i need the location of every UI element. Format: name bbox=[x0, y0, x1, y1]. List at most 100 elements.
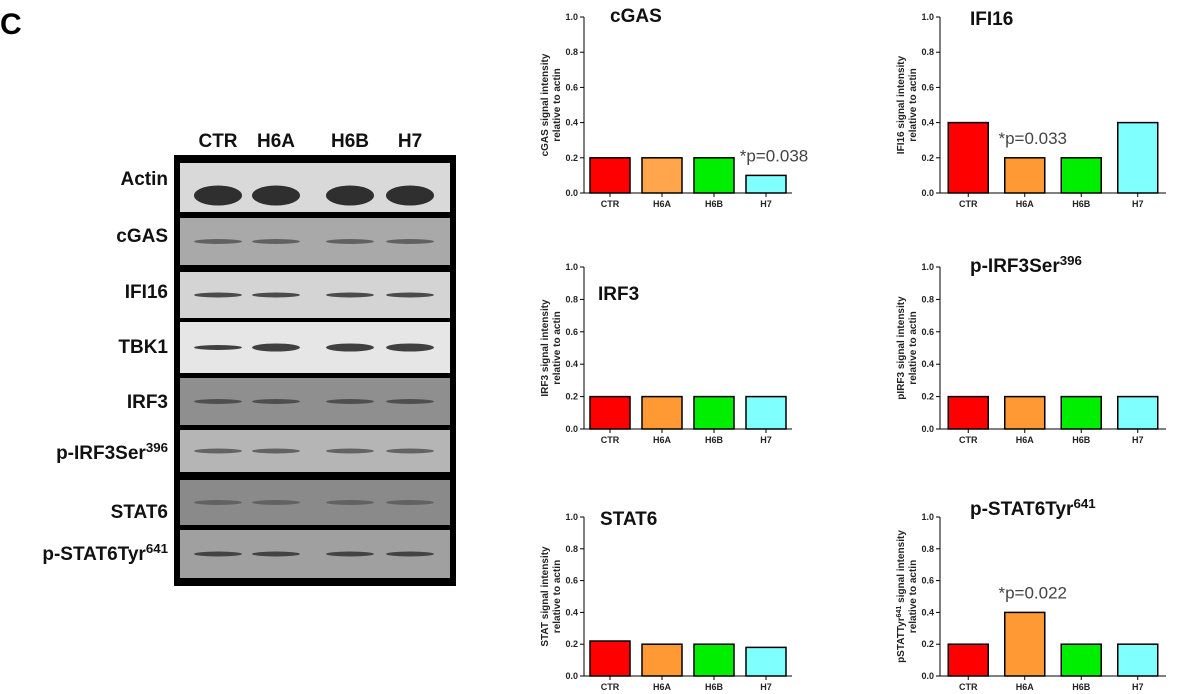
x-tick-label: H6B bbox=[705, 682, 724, 692]
y-tick-label: 0.8 bbox=[921, 47, 934, 57]
bar bbox=[1004, 157, 1046, 194]
y-axis-label: IRF3 signal intensity bbox=[540, 299, 551, 397]
x-tick-label: CTR bbox=[959, 199, 978, 209]
bar bbox=[1060, 395, 1102, 430]
y-tick-label: 0.0 bbox=[565, 671, 578, 681]
y-axis-label: STAT signal intensity bbox=[540, 546, 551, 647]
y-axis-label: relative to actin bbox=[552, 68, 563, 141]
superscript: 396 bbox=[146, 440, 168, 455]
chart-title: p-IRF3Ser396 bbox=[970, 253, 1082, 278]
x-tick-label: H6A bbox=[1016, 682, 1035, 692]
y-tick-label: 0.2 bbox=[921, 392, 934, 402]
x-tick-label: CTR bbox=[601, 199, 620, 209]
annotation: *p=0.033 bbox=[998, 129, 1067, 148]
x-tick-label: H7 bbox=[1132, 199, 1144, 209]
y-tick-label: 0.2 bbox=[565, 153, 578, 163]
x-tick-label: H6A bbox=[653, 199, 672, 209]
text-part: p-IRF3Ser bbox=[970, 256, 1060, 277]
text-part: pSTATTyr bbox=[896, 617, 907, 663]
blot-row-label: IRF3 bbox=[127, 392, 168, 413]
blot-band bbox=[194, 551, 242, 557]
y-tick-label: 0.0 bbox=[921, 188, 934, 198]
blot-column-label: H7 bbox=[398, 131, 422, 152]
blot-row-label: TBK1 bbox=[118, 337, 168, 358]
bar bbox=[1117, 643, 1159, 677]
x-tick-label: H6B bbox=[1072, 682, 1091, 692]
x-tick-label: CTR bbox=[601, 435, 620, 445]
x-tick-label: CTR bbox=[959, 435, 978, 445]
y-tick-label: 0.4 bbox=[565, 607, 578, 617]
blot-band bbox=[194, 185, 242, 206]
bar bbox=[947, 643, 989, 677]
blot-band bbox=[252, 551, 300, 557]
annotation: *p=0.038 bbox=[740, 146, 809, 165]
blot-band bbox=[252, 185, 300, 206]
blot-band bbox=[252, 399, 300, 404]
bar bbox=[693, 157, 735, 194]
x-tick-label: CTR bbox=[601, 682, 620, 692]
blot-band bbox=[194, 399, 242, 404]
blot-row-label: Actin bbox=[121, 169, 169, 190]
blot-band bbox=[252, 448, 300, 454]
y-tick-label: 0.0 bbox=[921, 671, 934, 681]
y-axis-label: relative to actin bbox=[908, 311, 919, 384]
y-axis-label: pSTATTyr641 signal intensity bbox=[896, 530, 908, 663]
y-axis-label: relative to actin bbox=[552, 560, 563, 633]
y-tick-label: 1.0 bbox=[921, 512, 934, 522]
x-tick-label: H7 bbox=[1132, 435, 1144, 445]
y-axis-label: pIRF3 signal intensity bbox=[896, 296, 907, 400]
blot-row-label: p-IRF3Ser396 bbox=[56, 440, 168, 465]
bar bbox=[745, 646, 787, 677]
blot-band bbox=[326, 185, 374, 206]
x-tick-label: H6A bbox=[653, 435, 672, 445]
y-tick-label: 0.8 bbox=[565, 544, 578, 554]
y-axis-label: cGAS signal intensity bbox=[540, 53, 551, 156]
chart-title: cGAS bbox=[610, 6, 662, 27]
y-tick-label: 0.6 bbox=[921, 82, 934, 92]
bar bbox=[589, 640, 631, 677]
y-axis-label: relative to actin bbox=[908, 560, 919, 633]
y-tick-label: 0.0 bbox=[565, 188, 578, 198]
bar bbox=[1004, 611, 1046, 677]
blot-band bbox=[326, 239, 374, 244]
bar bbox=[1004, 395, 1046, 430]
blot-band bbox=[252, 239, 300, 244]
annotation: *p=0.022 bbox=[998, 583, 1067, 602]
blot-column-label: H6B bbox=[331, 131, 369, 152]
blot-band bbox=[194, 500, 242, 505]
y-tick-label: 0.2 bbox=[565, 392, 578, 402]
bar bbox=[693, 643, 735, 677]
bar bbox=[641, 643, 683, 677]
blot-band bbox=[194, 345, 242, 350]
y-tick-label: 0.4 bbox=[921, 607, 934, 617]
x-tick-label: H6B bbox=[1072, 435, 1091, 445]
y-tick-label: 0.2 bbox=[565, 639, 578, 649]
blot-band bbox=[252, 292, 300, 298]
y-tick-label: 0.6 bbox=[921, 576, 934, 586]
blot-row-label: p-STAT6Tyr641 bbox=[42, 541, 168, 566]
y-axis-label: relative to actin bbox=[552, 311, 563, 384]
superscript: 641 bbox=[1073, 496, 1096, 511]
bar bbox=[641, 157, 683, 194]
panel-label: C bbox=[0, 8, 22, 41]
blot-row-label: STAT6 bbox=[111, 502, 168, 523]
bar bbox=[947, 121, 989, 194]
blot-band bbox=[326, 551, 374, 557]
blot-band bbox=[386, 399, 434, 404]
bar bbox=[589, 157, 631, 194]
text-part: p-IRF3Ser bbox=[56, 443, 146, 464]
blot-band bbox=[326, 399, 374, 404]
blot-band bbox=[326, 500, 374, 505]
text-part: p-STAT6Tyr bbox=[42, 544, 146, 565]
x-tick-label: H6B bbox=[705, 435, 724, 445]
x-tick-label: H6A bbox=[1016, 199, 1035, 209]
blot-band bbox=[386, 551, 434, 557]
blot-band bbox=[326, 292, 374, 298]
y-tick-label: 0.4 bbox=[921, 118, 934, 128]
y-tick-label: 1.0 bbox=[565, 12, 578, 22]
y-axis-label: relative to actin bbox=[908, 68, 919, 141]
bar bbox=[947, 395, 989, 430]
bar bbox=[693, 395, 735, 430]
y-axis-label: IFI16 signal intensity bbox=[896, 55, 907, 154]
